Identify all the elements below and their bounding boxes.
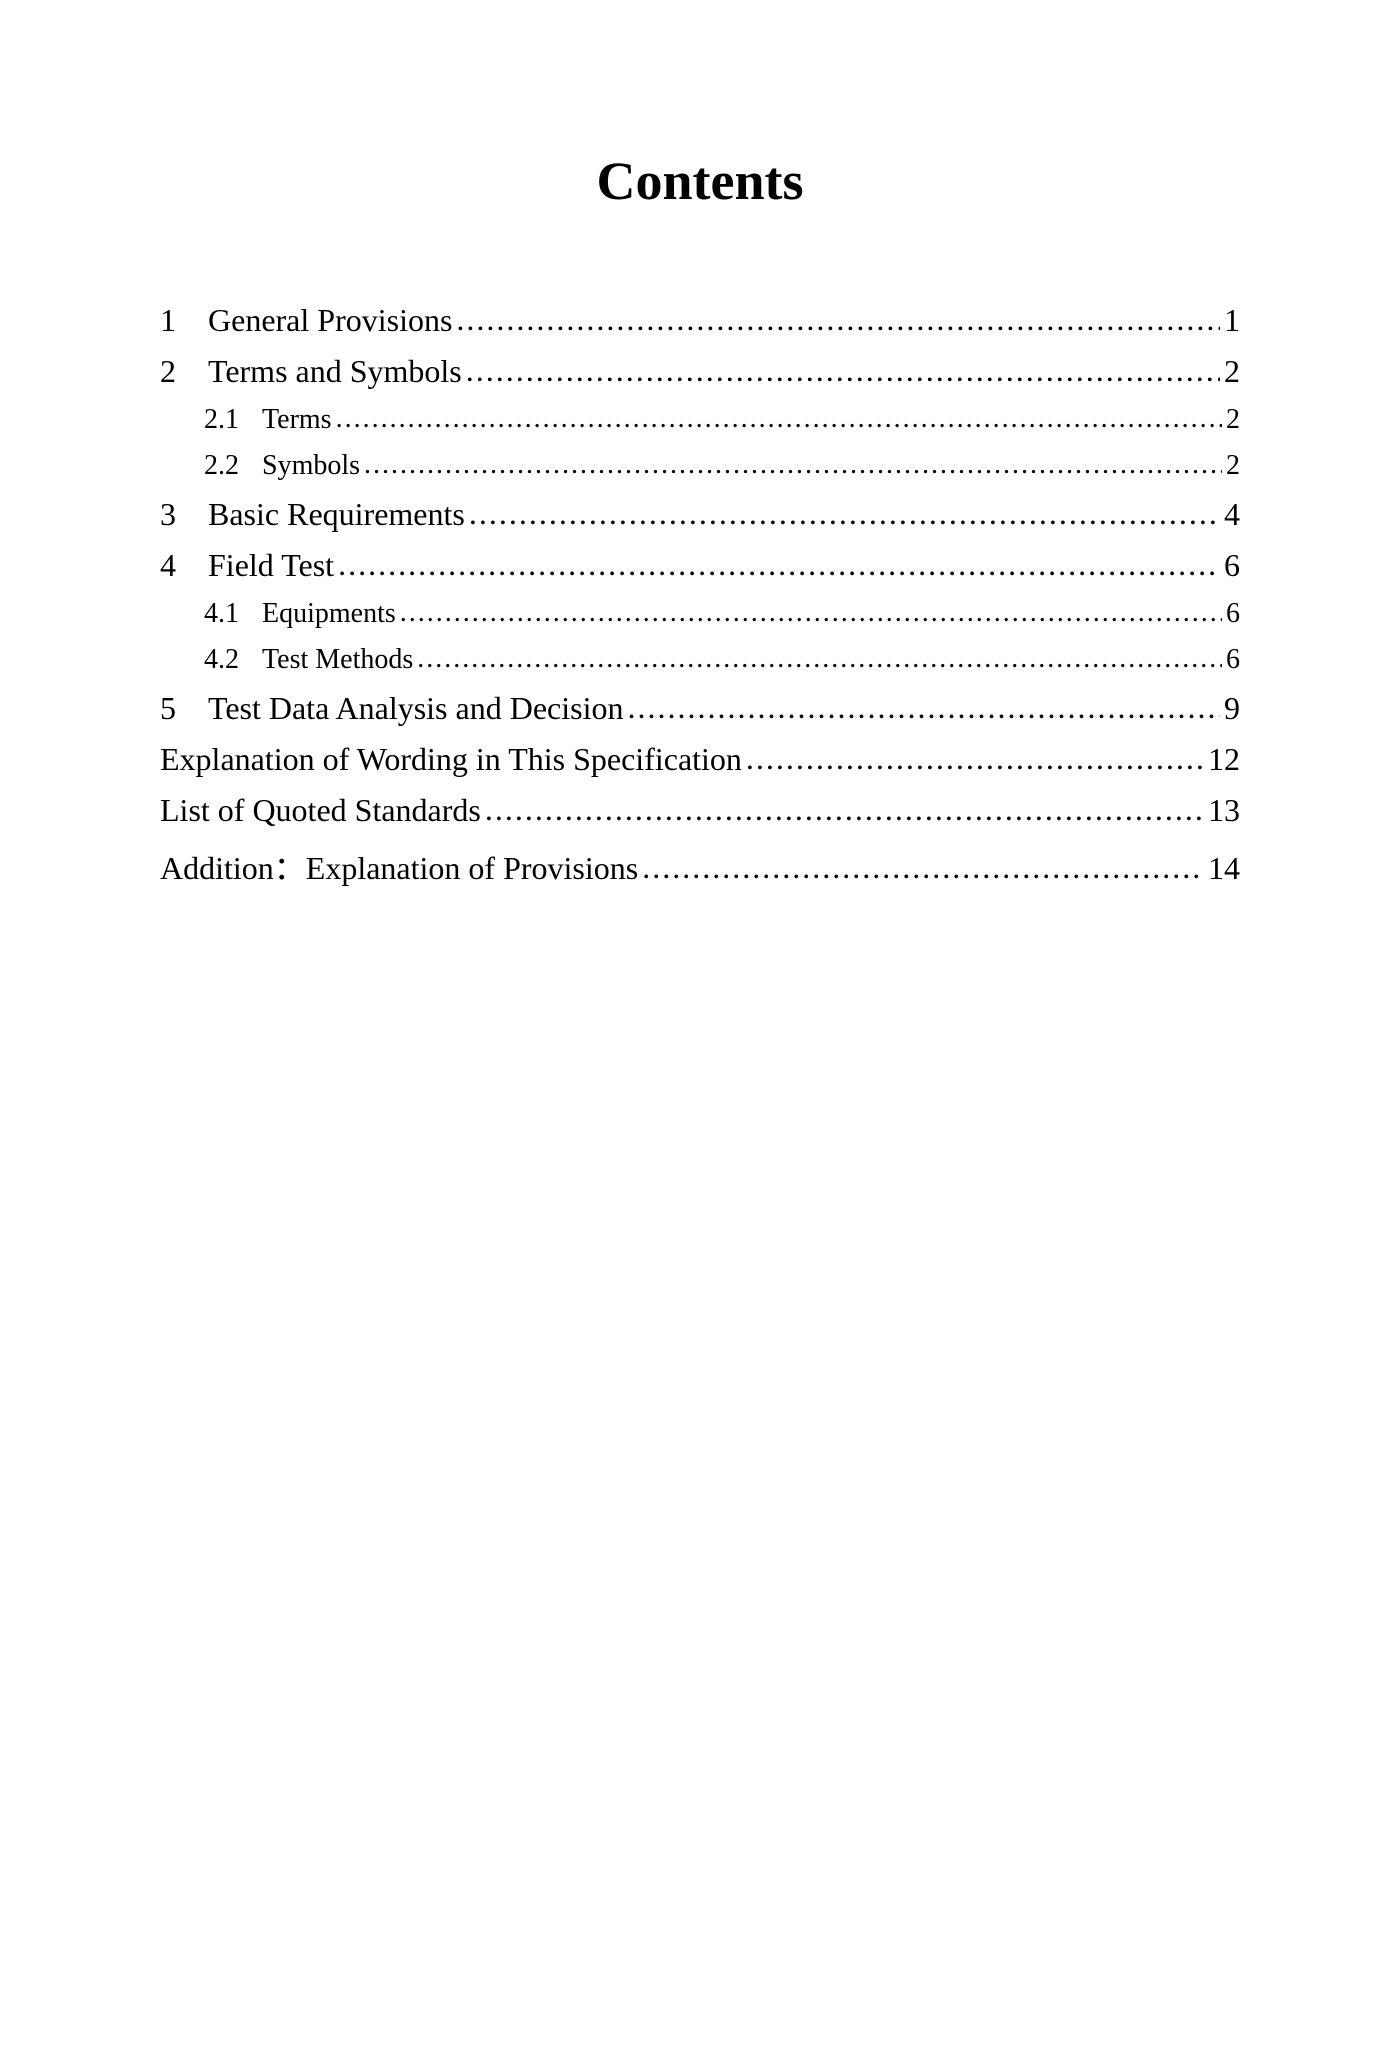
toc-leader-dots [456,301,1220,338]
toc-leader-dots [627,689,1220,726]
toc-entry-number: 5 [160,690,208,727]
toc-entry-title: Explanation of Wording in This Specifica… [160,741,742,778]
toc-entry-page: 2 [1226,404,1240,436]
toc-entry-page: 2 [1224,353,1240,390]
toc-entry-page: 13 [1208,792,1240,829]
toc-leader-dots [642,849,1204,886]
toc-entry-title: Addition：Explanation of Provisions [160,843,638,889]
toc-entry-page: 4 [1224,496,1240,533]
toc-entry-number: 1 [160,302,208,339]
toc-leader-dots [400,597,1222,629]
toc-entry-title: General Provisions [208,302,452,339]
toc-entry: 1General Provisions1 [160,302,1240,339]
toc-leader-dots [338,546,1220,583]
toc-entry-title: Field Test [208,547,334,584]
toc-entry-page: 14 [1208,850,1240,887]
toc-entry-title: Terms [262,404,332,436]
toc-entry-number: 2.1 [204,404,262,436]
toc-entry-page: 12 [1208,741,1240,778]
toc-entry-title: List of Quoted Standards [160,792,481,829]
toc-entry-page: 6 [1226,644,1240,676]
toc-entry: 3Basic Requirements 4 [160,496,1240,533]
toc-entry-page: 6 [1226,598,1240,630]
toc-leader-dots [417,643,1222,675]
toc-leader-dots [466,352,1220,389]
toc-entry-title: Symbols [262,450,360,482]
toc-entry-title: Basic Requirements [208,496,465,533]
toc-entry: 5Test Data Analysis and Decision 9 [160,690,1240,727]
toc-entry-page: 1 [1224,302,1240,339]
toc-entry: 4.1Equipments 6 [160,598,1240,630]
toc-entry: 4.2Test Methods 6 [160,644,1240,676]
toc-entry: 2.2Symbols 2 [160,450,1240,482]
toc-entry-title: Terms and Symbols [208,353,462,390]
toc-entry: List of Quoted Standards 13 [160,792,1240,829]
toc-entry-page: 6 [1224,547,1240,584]
toc-entry: 2.1Terms 2 [160,404,1240,436]
toc-entry-title: Test Data Analysis and Decision [208,690,623,727]
toc-entry: 4Field Test 6 [160,547,1240,584]
toc-entry-number: 2 [160,353,208,390]
toc-entry: Explanation of Wording in This Specifica… [160,741,1240,778]
toc-entry-page: 9 [1224,690,1240,727]
toc-entry-number: 4.2 [204,644,262,676]
toc-leader-dots [485,791,1204,828]
toc-leader-dots [469,495,1220,532]
toc-entry-title: Equipments [262,598,396,630]
toc-entry: Addition：Explanation of Provisions 14 [160,843,1240,889]
page-title: Contents [160,150,1240,212]
toc-entry: 2Terms and Symbols2 [160,353,1240,390]
table-of-contents: 1General Provisions12Terms and Symbols22… [160,302,1240,889]
toc-entry-number: 2.2 [204,450,262,482]
toc-leader-dots [746,740,1204,777]
toc-leader-dots [364,449,1222,481]
toc-entry-title: Test Methods [262,644,413,676]
toc-entry-number: 3 [160,496,208,533]
toc-leader-dots [336,403,1222,435]
toc-entry-page: 2 [1226,450,1240,482]
toc-entry-number: 4 [160,547,208,584]
toc-entry-number: 4.1 [204,598,262,630]
